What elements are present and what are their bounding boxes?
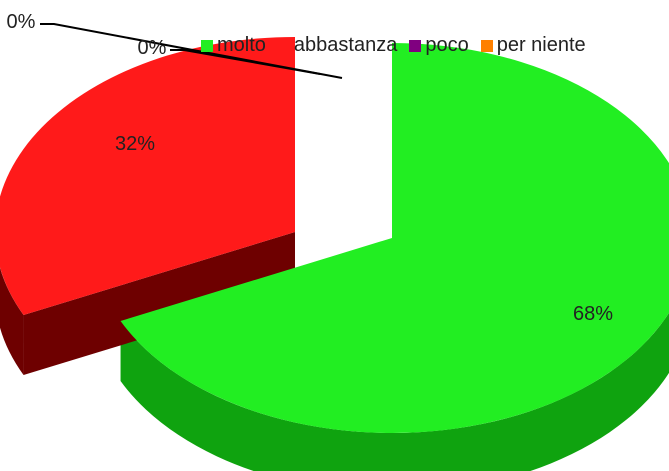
pie-side-molto-0	[120, 312, 669, 471]
legend-item-poco: poco	[409, 34, 469, 57]
legend-swatch-per-niente	[480, 39, 493, 52]
legend-swatch-poco	[409, 39, 422, 52]
chart-legend: molto abbastanza poco per niente	[201, 34, 586, 57]
pie-slice-abbastanza	[0, 37, 295, 316]
leader-line-1	[170, 49, 321, 75]
pie-cut-face-abbastanza-0	[23, 232, 296, 376]
data-label-per-niente: 0%	[138, 37, 167, 59]
data-label-molto: 68%	[573, 303, 613, 325]
data-label-abbastanza: 32%	[115, 133, 155, 155]
legend-label-abbastanza: abbastanza	[293, 34, 398, 56]
legend-swatch-molto	[201, 39, 213, 52]
legend-item-abbastanza: abbastanza	[277, 34, 398, 57]
legend-label-poco: poco	[425, 34, 469, 56]
legend-item-per-niente: per niente	[480, 34, 586, 57]
pie-side-abbastanza-0	[0, 267, 24, 376]
legend-label-per-niente: per niente	[496, 34, 586, 56]
legend-label-molto: molto	[217, 34, 266, 56]
pie-slice-molto	[120, 43, 669, 433]
legend-swatch-abbastanza	[277, 39, 290, 52]
data-label-poco: 0%	[7, 11, 36, 33]
legend-item-molto: molto	[201, 34, 266, 57]
